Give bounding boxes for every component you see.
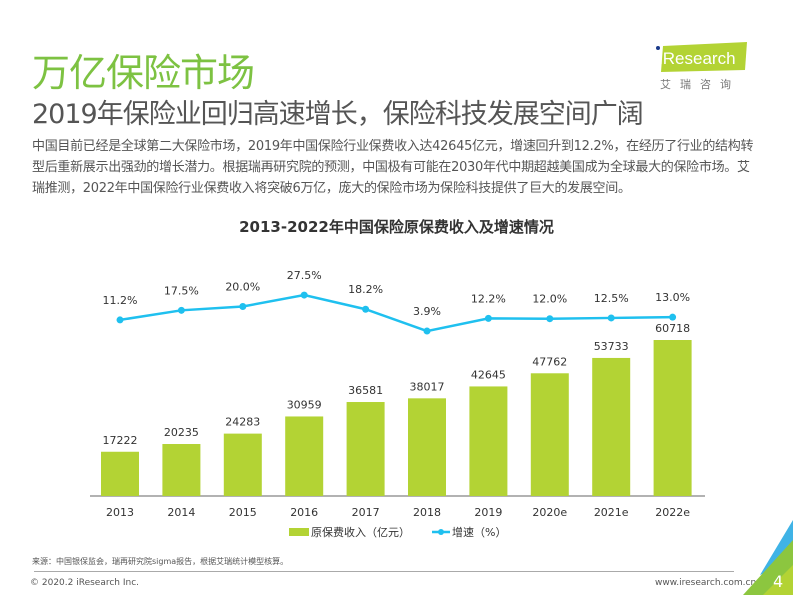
line-point-2022e: [669, 313, 677, 321]
legend-bar-swatch: [289, 528, 309, 536]
x-tick-label: 2013: [106, 506, 134, 519]
line-point-2016: [300, 291, 308, 299]
bar-2017: [346, 402, 385, 496]
bar-2022e: [653, 340, 692, 496]
x-tick-label: 2014: [167, 506, 195, 519]
body-text: 中国目前已经是全球第二大保险市场，2019年中国保险行业保费收入达42645亿元…: [32, 139, 754, 196]
bar-label: 20235: [164, 426, 199, 439]
bar-2021e: [592, 357, 631, 496]
legend-line-label: 增速（%）: [452, 525, 506, 539]
bar-2019: [469, 386, 508, 496]
logo-subtitle: 艾瑞咨询: [660, 78, 740, 91]
bar-label: 47762: [532, 355, 567, 368]
bar-label: 17222: [103, 434, 138, 447]
line-label: 27.5%: [287, 269, 322, 282]
bar-label: 42645: [471, 368, 506, 381]
bar-2016: [285, 416, 324, 496]
bar-label: 38017: [410, 380, 445, 393]
footer-divider: [34, 571, 734, 572]
line-label: 12.5%: [594, 292, 629, 305]
line-point-2021e: [607, 314, 615, 322]
line-label: 20.0%: [225, 281, 260, 294]
x-tick-label: 2020e: [532, 506, 567, 519]
line-label: 12.2%: [471, 292, 506, 305]
line-label: 17.5%: [164, 284, 199, 297]
source-note: 来源：中国银保监会，瑞再研究院sigma报告，根据艾瑞统计模型核算。: [32, 557, 289, 566]
line-label: 13.0%: [655, 291, 690, 304]
x-tick-label: 2022e: [655, 506, 690, 519]
line-point-2018: [423, 327, 431, 335]
x-tick-label: 2019: [474, 506, 502, 519]
corner-decoration: [743, 520, 793, 595]
bar-label: 24283: [225, 416, 260, 429]
bar-label: 30959: [287, 398, 322, 411]
bar-2018: [408, 398, 446, 496]
line-label: 3.9%: [413, 305, 441, 318]
x-tick-label: 2017: [352, 506, 380, 519]
line-point-2014: [177, 306, 185, 314]
x-tick-label: 2015: [229, 506, 257, 519]
line-point-2017: [362, 305, 370, 313]
svg-text:iResearch: iResearch: [659, 49, 736, 68]
bar-2020e: [530, 373, 569, 496]
legend-line-marker: [438, 529, 444, 535]
x-tick-label: 2018: [413, 506, 441, 519]
line-label: 11.2%: [103, 294, 138, 307]
line-point-2013: [116, 316, 124, 324]
line-point-2020e: [546, 315, 554, 323]
page-subtitle: 2019年保险业回归高速增长，保险科技发展空间广阔: [32, 99, 644, 130]
line-label: 18.2%: [348, 283, 383, 296]
bar-2015: [223, 433, 262, 496]
bar-label: 60718: [655, 322, 690, 335]
iresearch-logo: iResearch: [656, 42, 747, 72]
chart-title: 2013-2022年中国保险原保费收入及增速情况: [239, 218, 554, 236]
x-tick-label: 2021e: [594, 506, 629, 519]
bar-label: 53733: [594, 340, 629, 353]
page-number: 4: [773, 572, 784, 591]
bar-label: 36581: [348, 384, 383, 397]
line-label: 12.0%: [532, 293, 567, 306]
growth-line: [119, 293, 673, 333]
x-tick-label: 2016: [290, 506, 318, 519]
bar-2013: [101, 451, 139, 496]
copyright: © 2020.2 iResearch Inc.: [30, 578, 140, 588]
bar-2014: [162, 444, 201, 496]
line-point-2019: [484, 314, 492, 322]
website-link[interactable]: www.iresearch.com.cn: [655, 578, 757, 588]
line-point-2015: [239, 303, 247, 310]
legend-bar-label: 原保费收入（亿元）: [311, 525, 410, 539]
page-title: 万亿保险市场: [32, 51, 255, 95]
